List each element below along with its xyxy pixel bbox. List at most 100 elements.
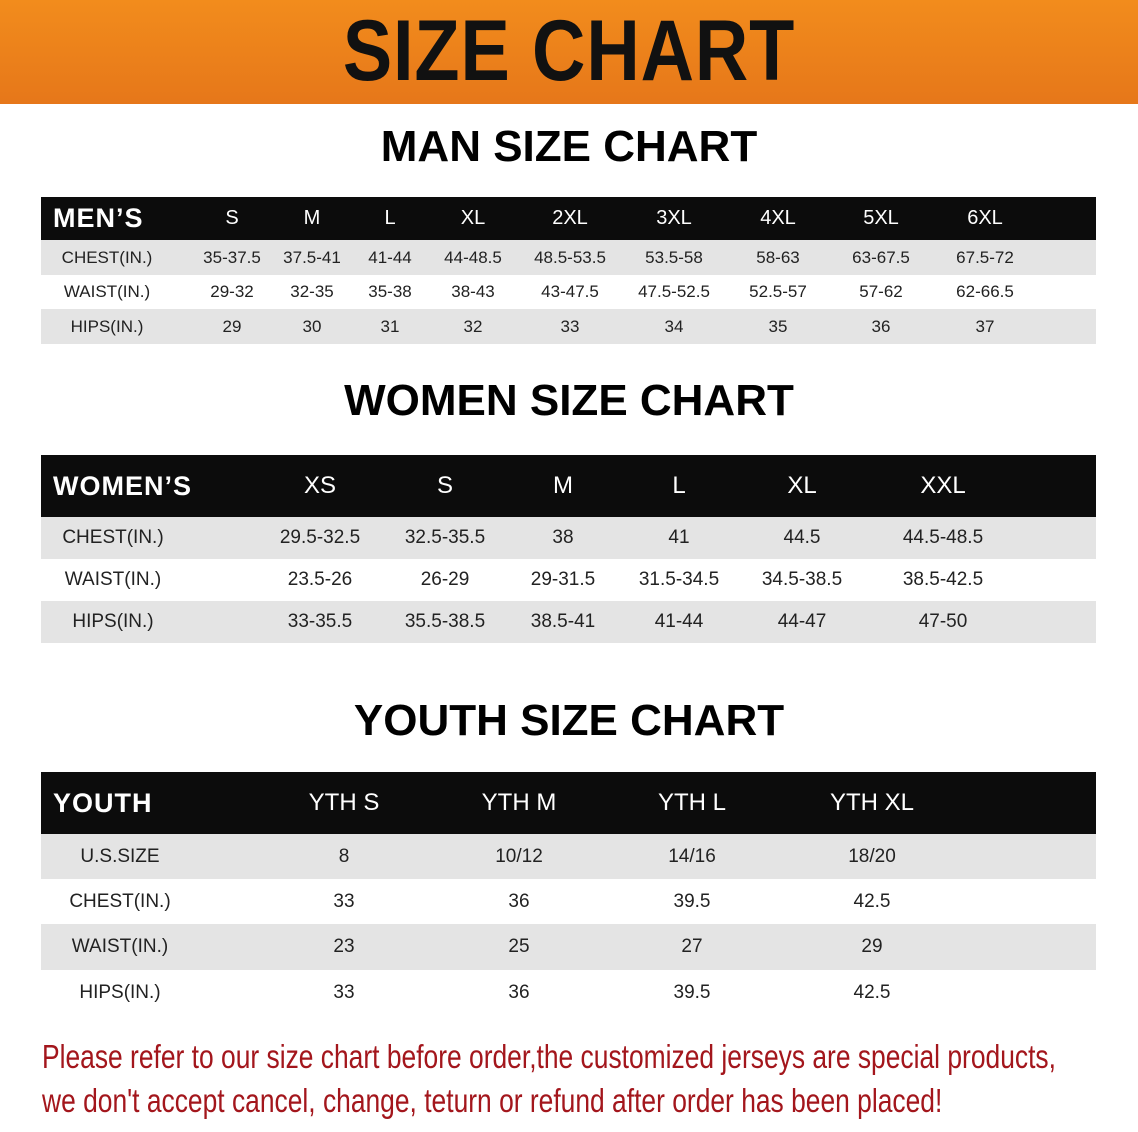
table-cell: 58-63 [756,247,800,267]
table-cell: 31 [380,316,400,336]
table-row: WAIST(IN.) 23.5-26 26-29 29-31.5 31.5-34.5 34… [41,559,1096,601]
table-cell: 35 [768,316,788,336]
table-cell: 34.5-38.5 [761,569,843,590]
size-header: L [384,207,396,229]
size-header: 4XL [760,207,796,229]
table-cell: 57-62 [859,282,903,301]
header-label: WOMEN’S [53,470,192,501]
header-label: YOUTH [53,787,153,818]
size-header: M [303,207,321,229]
size-header: YTH XL [829,789,915,816]
table-cell: 18/20 [848,845,896,867]
table-cell: 48.5-53.5 [534,247,606,267]
table-row: U.S.SIZE 8 10/12 14/16 18/20 [41,834,1096,879]
table-row: HIPS(IN.) 29 30 31 32 33 34 35 36 37 [41,309,1096,344]
table-cell: 29-32 [210,282,254,301]
table-cell: 42.5 [853,981,891,1003]
table-row: CHEST(IN.) 29.5-32.5 32.5-35.5 38 41 44.5 44.5… [41,517,1096,559]
banner: SIZE CHART [0,0,1138,104]
table-cell: 41 [668,527,690,548]
table-cell: 53.5-58 [645,247,703,267]
table-cell: 35-38 [368,282,412,301]
size-header: YTH S [308,789,380,816]
table-cell: 44-47 [777,611,827,632]
table-cell: 33 [560,316,580,336]
header-label: MEN’S [53,203,144,233]
table-row: HIPS(IN.) 33 36 39.5 42.5 [41,970,1096,1015]
notice-line-2: we don't accept cancel, change, teturn o… [42,1082,943,1119]
table-cell: 47-50 [918,611,968,632]
table-cell: 38.5-42.5 [902,569,984,590]
table-cell: 25 [508,936,530,957]
table-cell: 36 [508,890,530,912]
table-cell: 67.5-72 [956,247,1014,267]
table-cell: 33-35.5 [287,611,353,632]
youth-section-title: YOUTH SIZE CHART [353,696,785,745]
row-label: CHEST(IN.) [69,890,171,912]
table-cell: 44.5-48.5 [902,527,984,548]
size-header: 2XL [552,207,588,229]
table-cell: 36 [508,981,530,1003]
table-cell: 23 [333,936,355,957]
table-header-row: MEN’S S M L XL 2XL 3XL 4XL 5XL 6XL [41,197,1096,240]
table-cell: 37 [975,316,995,336]
table-cell: 38.5-41 [530,611,596,632]
notice-line-1: Please refer to our size chart before or… [42,1038,1056,1075]
size-header: S [225,207,239,229]
table-cell: 29 [861,936,883,957]
row-label: WAIST(IN.) [71,936,169,957]
size-header: M [553,472,573,499]
table-cell: 42.5 [853,890,891,912]
size-header: XS [303,472,337,499]
table-cell: 36 [871,316,891,336]
table-cell: 39.5 [673,890,711,912]
row-label: U.S.SIZE [80,845,160,867]
table-cell: 10/12 [495,845,543,867]
table-cell: 39.5 [673,981,711,1003]
size-header: 6XL [967,207,1003,229]
table-cell: 38 [552,527,574,548]
table-header-row: WOMEN’S XS S M L XL XXL [41,455,1096,517]
table-header-row: YOUTH YTH S YTH M YTH L YTH XL [41,772,1096,834]
table-cell: 8 [338,845,350,867]
size-header: XL [787,472,817,499]
size-header: YTH L [657,789,727,816]
table-cell: 29.5-32.5 [279,527,361,548]
size-header: S [436,472,454,499]
row-label: CHEST(IN.) [61,247,153,267]
table-cell: 31.5-34.5 [638,569,720,590]
table-cell: 35.5-38.5 [404,611,486,632]
size-header: XXL [920,472,966,499]
row-label: HIPS(IN.) [70,316,144,336]
size-header: 5XL [863,207,899,229]
table-cell: 27 [681,936,703,957]
table-cell: 33 [333,890,355,912]
table-cell: 47.5-52.5 [638,282,710,301]
size-header: YTH M [481,789,557,816]
table-cell: 37.5-41 [283,247,341,267]
table-cell: 29 [222,316,242,336]
table-cell: 32 [463,316,483,336]
table-cell: 32.5-35.5 [404,527,486,548]
table-cell: 29-31.5 [530,569,596,590]
table-cell: 63-67.5 [852,247,910,267]
table-cell: 35-37.5 [203,247,261,267]
row-label: HIPS(IN.) [72,611,154,632]
men-section-title: MAN SIZE CHART [380,122,758,171]
table-cell: 30 [302,316,322,336]
size-header: L [672,472,686,499]
table-cell: 44-48.5 [444,247,502,267]
table-row: WAIST(IN.) 23 25 27 29 [41,924,1096,970]
table-cell: 44.5 [783,527,821,548]
table-cell: 34 [664,316,684,336]
size-header: 3XL [656,207,692,229]
women-section-title: WOMEN SIZE CHART [344,376,794,425]
row-label: CHEST(IN.) [62,527,164,548]
row-label: WAIST(IN.) [63,282,151,301]
table-cell: 32-35 [290,282,334,301]
table-row: WAIST(IN.) 29-32 32-35 35-38 38-43 43-47.5 47.… [41,275,1096,309]
table-cell: 14/16 [668,845,716,867]
table-row: CHEST(IN.) 33 36 39.5 42.5 [41,879,1096,924]
row-label: WAIST(IN.) [64,569,162,590]
row-label: HIPS(IN.) [79,981,161,1003]
